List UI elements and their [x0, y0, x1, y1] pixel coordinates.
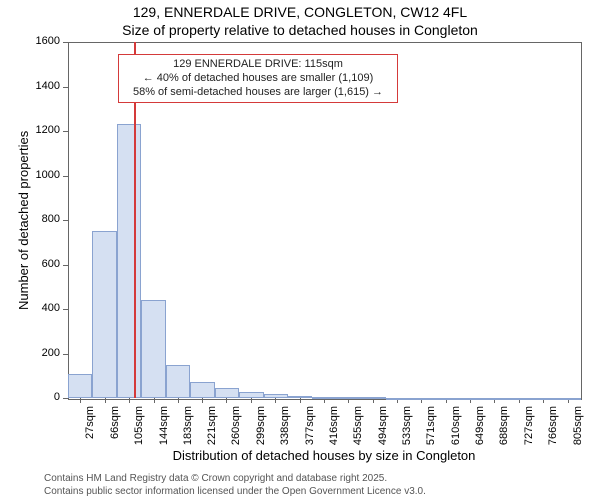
x-tick-label: 494sqm: [377, 406, 389, 456]
annotation-box: 129 ENNERDALE DRIVE: 115sqm← 40% of deta…: [118, 54, 398, 103]
x-tick-label: 377sqm: [304, 406, 316, 456]
y-tick-mark: [63, 176, 68, 177]
histogram-bar: [239, 392, 263, 398]
y-tick-mark: [63, 309, 68, 310]
x-tick-label: 533sqm: [401, 406, 413, 456]
histogram-bar: [141, 300, 165, 398]
x-tick-mark: [202, 398, 203, 403]
histogram-bar: [557, 398, 581, 400]
y-tick-mark: [63, 220, 68, 221]
y-tick-label: 400: [0, 302, 60, 314]
x-tick-mark: [300, 398, 301, 403]
x-tick-label: 260sqm: [230, 406, 242, 456]
x-tick-mark: [251, 398, 252, 403]
histogram-bar: [361, 397, 385, 399]
attribution-text: Contains HM Land Registry data © Crown c…: [44, 472, 426, 498]
x-tick-label: 571sqm: [425, 406, 437, 456]
x-tick-label: 338sqm: [279, 406, 291, 456]
histogram-bar: [532, 398, 556, 400]
histogram-bar: [459, 398, 483, 400]
x-tick-label: 416sqm: [328, 406, 340, 456]
annotation-line: 58% of semi-detached houses are larger (…: [124, 86, 392, 100]
y-tick-label: 1200: [0, 124, 60, 136]
x-tick-label: 766sqm: [547, 406, 559, 456]
x-tick-label: 27sqm: [84, 406, 96, 456]
x-tick-mark: [154, 398, 155, 403]
y-tick-mark: [63, 42, 68, 43]
annotation-line: ← 40% of detached houses are smaller (1,…: [124, 72, 392, 86]
histogram-bar: [117, 124, 141, 398]
x-tick-mark: [275, 398, 276, 403]
x-tick-label: 221sqm: [206, 406, 218, 456]
x-tick-mark: [105, 398, 106, 403]
chart-subtitle: Size of property relative to detached ho…: [0, 22, 600, 38]
histogram-bar: [386, 398, 410, 400]
x-tick-mark: [129, 398, 130, 403]
y-tick-mark: [63, 398, 68, 399]
histogram-bar: [215, 388, 239, 398]
chart-title: 129, ENNERDALE DRIVE, CONGLETON, CW12 4F…: [0, 4, 600, 20]
x-tick-label: 183sqm: [182, 406, 194, 456]
x-tick-mark: [80, 398, 81, 403]
y-tick-label: 1600: [0, 35, 60, 47]
histogram-bar: [190, 382, 214, 398]
annotation-line: 129 ENNERDALE DRIVE: 115sqm: [124, 58, 392, 72]
histogram-bar: [508, 398, 532, 400]
y-tick-mark: [63, 354, 68, 355]
x-tick-label: 299sqm: [255, 406, 267, 456]
histogram-bar: [312, 397, 336, 399]
histogram-bar: [410, 398, 434, 400]
histogram-bar: [483, 398, 507, 400]
y-tick-label: 200: [0, 347, 60, 359]
x-tick-label: 105sqm: [133, 406, 145, 456]
x-tick-label: 727sqm: [523, 406, 535, 456]
y-tick-label: 600: [0, 258, 60, 270]
histogram-bar: [337, 397, 361, 399]
y-tick-label: 1400: [0, 80, 60, 92]
attribution-line: Contains HM Land Registry data © Crown c…: [44, 473, 426, 497]
y-tick-mark: [63, 87, 68, 88]
histogram-bar: [264, 394, 288, 398]
histogram-bar: [435, 398, 459, 400]
x-tick-label: 455sqm: [352, 406, 364, 456]
histogram-bar: [92, 231, 116, 398]
histogram-figure: 129, ENNERDALE DRIVE, CONGLETON, CW12 4F…: [0, 0, 600, 500]
x-tick-label: 144sqm: [158, 406, 170, 456]
histogram-bar: [288, 396, 312, 398]
x-tick-label: 688sqm: [498, 406, 510, 456]
x-tick-mark: [226, 398, 227, 403]
x-tick-label: 649sqm: [474, 406, 486, 456]
y-tick-mark: [63, 265, 68, 266]
x-tick-mark: [178, 398, 179, 403]
y-tick-label: 1000: [0, 169, 60, 181]
y-tick-label: 800: [0, 213, 60, 225]
y-tick-mark: [63, 131, 68, 132]
histogram-bar: [166, 365, 190, 398]
histogram-bar: [68, 374, 92, 398]
x-tick-label: 66sqm: [109, 406, 121, 456]
y-tick-label: 0: [0, 391, 60, 403]
x-tick-label: 805sqm: [572, 406, 584, 456]
x-tick-label: 610sqm: [450, 406, 462, 456]
